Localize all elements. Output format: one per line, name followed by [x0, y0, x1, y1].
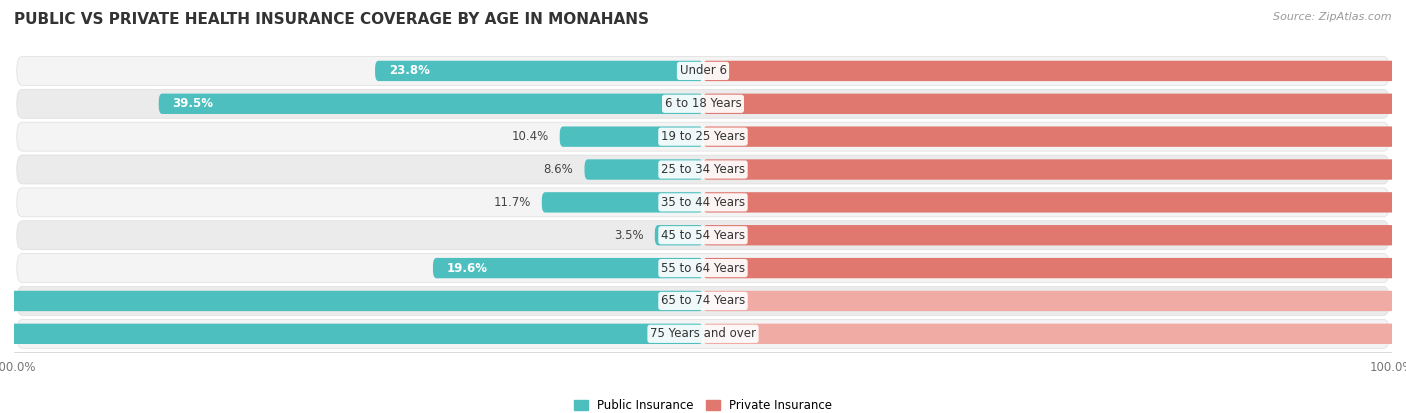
FancyBboxPatch shape: [17, 57, 1389, 85]
FancyBboxPatch shape: [560, 126, 703, 147]
Text: 23.8%: 23.8%: [389, 64, 430, 77]
Text: 75 Years and over: 75 Years and over: [650, 328, 756, 340]
FancyBboxPatch shape: [17, 221, 1389, 250]
FancyBboxPatch shape: [17, 122, 1389, 151]
Text: Under 6: Under 6: [679, 64, 727, 77]
FancyBboxPatch shape: [703, 159, 1406, 180]
FancyBboxPatch shape: [17, 319, 1389, 348]
FancyBboxPatch shape: [585, 159, 703, 180]
Text: 11.7%: 11.7%: [494, 196, 531, 209]
FancyBboxPatch shape: [17, 188, 1389, 217]
FancyBboxPatch shape: [703, 192, 1406, 213]
FancyBboxPatch shape: [703, 258, 1406, 278]
Text: 6 to 18 Years: 6 to 18 Years: [665, 97, 741, 110]
Text: 39.5%: 39.5%: [173, 97, 214, 110]
FancyBboxPatch shape: [541, 192, 703, 213]
Text: 25 to 34 Years: 25 to 34 Years: [661, 163, 745, 176]
Text: 19 to 25 Years: 19 to 25 Years: [661, 130, 745, 143]
FancyBboxPatch shape: [703, 126, 1406, 147]
FancyBboxPatch shape: [703, 291, 1406, 311]
Text: PUBLIC VS PRIVATE HEALTH INSURANCE COVERAGE BY AGE IN MONAHANS: PUBLIC VS PRIVATE HEALTH INSURANCE COVER…: [14, 12, 650, 27]
Text: 55 to 64 Years: 55 to 64 Years: [661, 261, 745, 275]
FancyBboxPatch shape: [703, 94, 1406, 114]
FancyBboxPatch shape: [17, 287, 1389, 316]
Text: 19.6%: 19.6%: [447, 261, 488, 275]
FancyBboxPatch shape: [17, 155, 1389, 184]
Text: 45 to 54 Years: 45 to 54 Years: [661, 229, 745, 242]
FancyBboxPatch shape: [0, 291, 703, 311]
FancyBboxPatch shape: [17, 89, 1389, 118]
FancyBboxPatch shape: [703, 61, 1406, 81]
Text: 54.4%: 54.4%: [1398, 294, 1406, 307]
FancyBboxPatch shape: [159, 94, 703, 114]
FancyBboxPatch shape: [703, 225, 1406, 245]
FancyBboxPatch shape: [375, 61, 703, 81]
FancyBboxPatch shape: [17, 254, 1389, 282]
FancyBboxPatch shape: [0, 324, 703, 344]
Text: 3.5%: 3.5%: [614, 229, 644, 242]
Text: 10.4%: 10.4%: [512, 130, 548, 143]
Legend: Public Insurance, Private Insurance: Public Insurance, Private Insurance: [569, 394, 837, 413]
Text: 8.6%: 8.6%: [544, 163, 574, 176]
FancyBboxPatch shape: [703, 324, 1406, 344]
Text: 35 to 44 Years: 35 to 44 Years: [661, 196, 745, 209]
FancyBboxPatch shape: [433, 258, 703, 278]
FancyBboxPatch shape: [655, 225, 703, 245]
Text: 65 to 74 Years: 65 to 74 Years: [661, 294, 745, 307]
Text: Source: ZipAtlas.com: Source: ZipAtlas.com: [1274, 12, 1392, 22]
